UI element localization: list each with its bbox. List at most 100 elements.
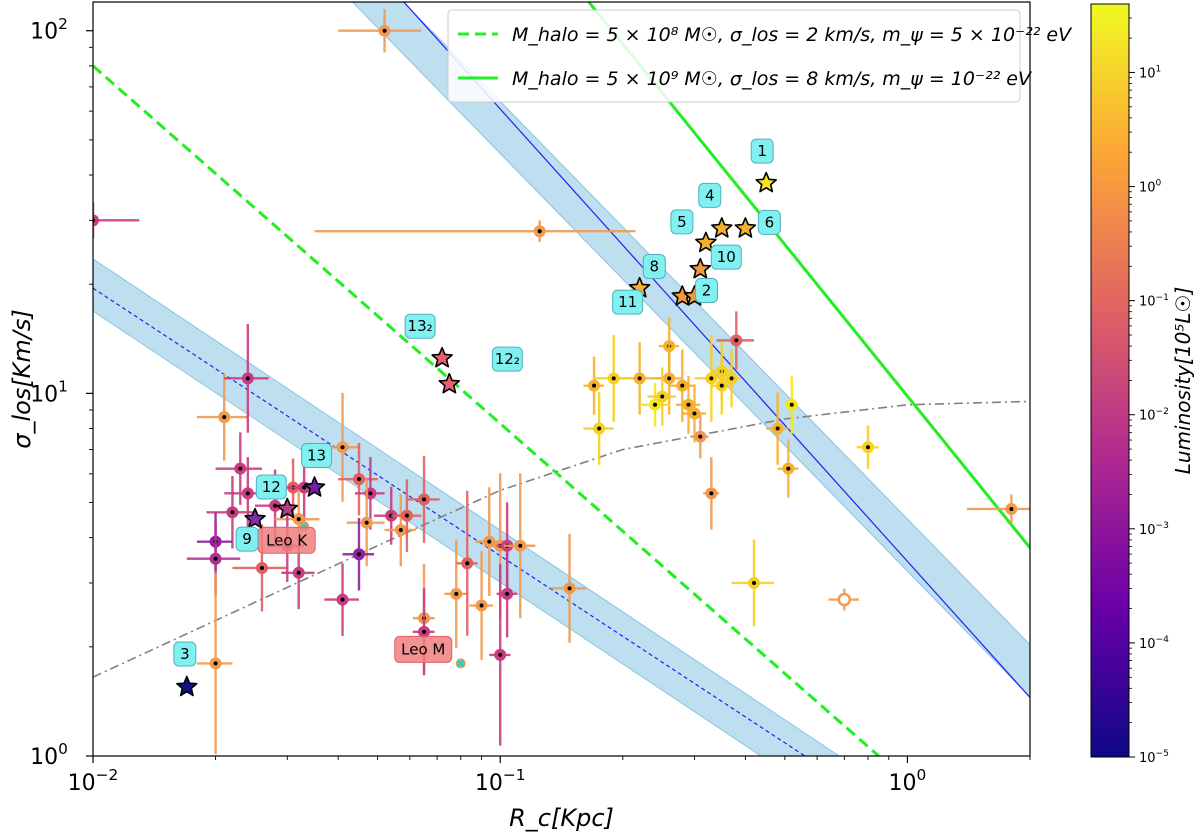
x-tick-label: 10−2 — [68, 766, 119, 796]
star-tag — [235, 526, 259, 552]
star-tag — [491, 346, 523, 372]
star-label: 3 — [180, 645, 190, 663]
star-point: 12 — [255, 474, 299, 519]
legend-entry-label: M_halo = 5 × 10⁸ M☉, σ_los = 2 km/s, m_ψ… — [512, 24, 1073, 46]
data-point — [346, 479, 385, 567]
data-point — [691, 414, 709, 459]
marker-center — [752, 580, 757, 585]
marker-center — [498, 652, 503, 657]
marker-center — [296, 517, 301, 522]
y-tick-label: 102 — [30, 15, 68, 45]
marker-center — [340, 597, 345, 602]
star-label: 12₂ — [495, 350, 520, 368]
marker-center — [368, 491, 373, 496]
star-label: 9 — [242, 530, 252, 548]
data-point — [196, 572, 233, 755]
data-point — [766, 392, 789, 465]
marker-center — [729, 376, 734, 381]
data-point — [93, 202, 140, 239]
star-marker — [431, 346, 453, 368]
marker-center — [537, 229, 542, 234]
star-point: 10 — [689, 244, 742, 279]
marker-center — [302, 485, 307, 490]
marker-center — [356, 477, 361, 482]
marker-center — [680, 383, 685, 388]
data-point — [966, 494, 1030, 524]
blue-dashed-band-line — [93, 287, 806, 756]
data-point — [489, 564, 511, 746]
marker-center — [238, 466, 243, 471]
data-point — [675, 375, 701, 434]
colorbar-tick-label: 10−1 — [1139, 293, 1169, 310]
marker-center — [245, 376, 250, 381]
data-point — [456, 490, 478, 636]
marker-center — [356, 552, 361, 557]
star-tag — [404, 313, 436, 339]
marker-center — [567, 586, 572, 591]
blue-solid-band-line — [403, 2, 1030, 698]
star-tag — [642, 253, 666, 279]
data-point — [342, 517, 375, 591]
data-point — [412, 588, 435, 676]
marker-center — [692, 411, 697, 416]
marker-center — [518, 543, 523, 548]
star-tag — [612, 289, 644, 315]
star-point: 13 — [301, 443, 333, 497]
marker-center — [230, 510, 235, 515]
star-marker — [303, 476, 326, 497]
star-marker — [244, 507, 266, 529]
marker-center — [505, 591, 510, 596]
marker-center — [398, 527, 403, 532]
data-point — [324, 563, 359, 636]
y-tick-label: 100 — [30, 740, 68, 770]
data-point — [338, 8, 422, 53]
data-point — [669, 349, 695, 422]
star-marker — [734, 217, 757, 238]
colorbar-tick-label: 100 — [1139, 179, 1162, 196]
data-point — [594, 334, 632, 422]
data-point — [682, 384, 706, 443]
marker-center — [382, 28, 387, 33]
data-point — [711, 356, 732, 415]
marker — [837, 592, 852, 607]
x-axis-label: R_c[Kpc] — [509, 804, 614, 832]
star-marker — [438, 372, 461, 394]
marker-center — [273, 503, 278, 508]
star-label: 12 — [262, 478, 281, 496]
marker — [93, 214, 99, 227]
marker-center — [637, 376, 642, 381]
star-marker — [689, 257, 712, 279]
data-point — [639, 383, 670, 427]
star-label: 8 — [650, 257, 660, 275]
data-point — [721, 349, 741, 408]
star-point: 12₂ — [438, 346, 523, 394]
star-label: 13₂ — [408, 317, 433, 335]
x-tick-label: 100 — [889, 766, 927, 796]
marker-center — [698, 434, 703, 439]
data-point — [206, 476, 256, 549]
star-label: 10 — [717, 248, 736, 266]
plot-area: Leo K Leo M 1 4 6 5 10 8 2 11 13₂ 12₂ 13 12 9 3 — [93, 2, 1030, 756]
star-label: 1 — [757, 142, 767, 160]
blue-solid-band-shade — [351, 2, 1030, 698]
data-point — [186, 522, 241, 595]
marker-center — [865, 445, 870, 450]
marker-center — [709, 376, 714, 381]
data-point — [224, 323, 269, 433]
marker-center — [340, 445, 345, 450]
marker-center — [213, 661, 218, 666]
data-point — [828, 588, 859, 611]
star-tag — [694, 277, 718, 303]
named-point-tag — [394, 635, 453, 663]
x-tick-label: 10−1 — [475, 766, 526, 796]
marker-center — [479, 603, 484, 608]
star-tag — [670, 209, 694, 235]
colorbar-gradient — [1090, 3, 1130, 758]
star-point: 6 — [734, 209, 781, 238]
data-point — [196, 373, 248, 461]
star-label: 11 — [618, 293, 637, 311]
marker-center — [404, 513, 409, 518]
marker-center — [245, 491, 250, 496]
data-point — [655, 342, 683, 415]
marker-center — [422, 629, 427, 634]
